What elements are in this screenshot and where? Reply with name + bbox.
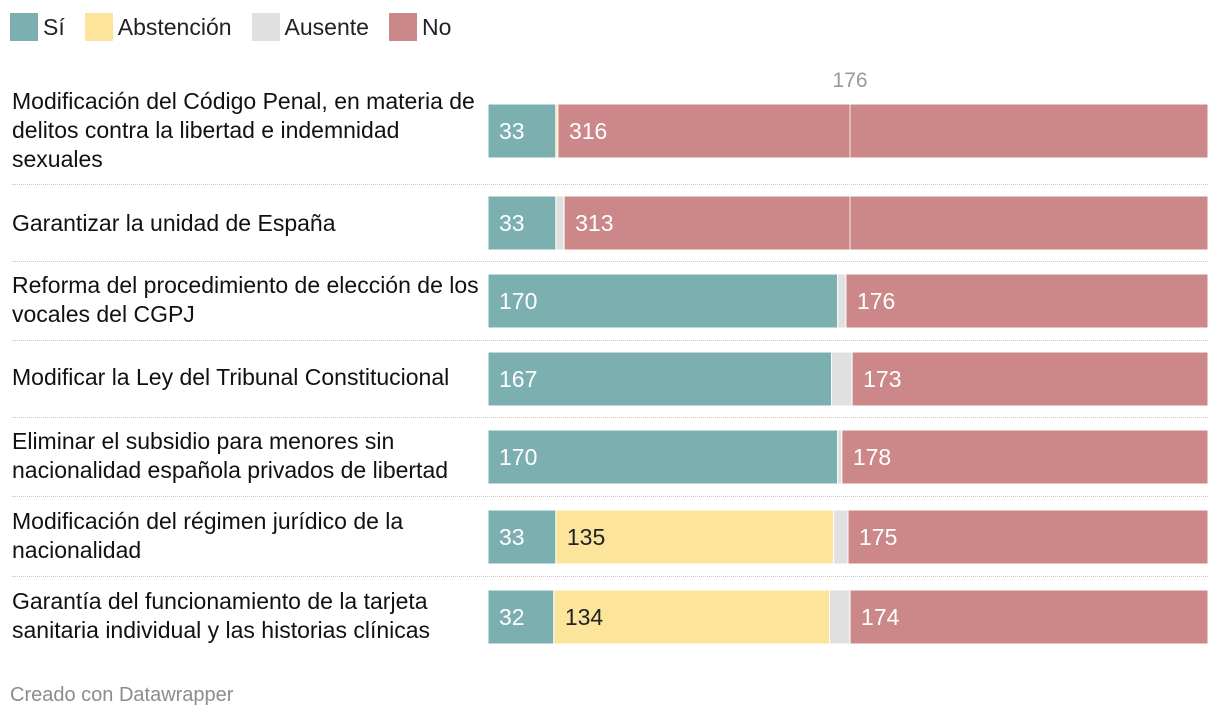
value-label-no-row-4: 173 xyxy=(863,366,901,392)
value-label-no-row-3: 176 xyxy=(857,288,895,314)
bar-no-row-6 xyxy=(848,510,1208,564)
value-label-si-row-5: 170 xyxy=(499,444,537,470)
value-label-abstencion-row-7: 134 xyxy=(565,604,604,630)
value-label-no-row-6: 175 xyxy=(859,524,897,550)
value-label-no-row-2: 313 xyxy=(575,210,613,236)
bar-ausente-row-5 xyxy=(838,430,842,484)
value-label-si-row-2: 33 xyxy=(499,210,525,236)
value-label-si-row-7: 32 xyxy=(499,604,525,630)
value-label-abstencion-row-6: 135 xyxy=(567,524,605,550)
bar-ausente-row-2 xyxy=(556,196,564,250)
bar-no-row-1 xyxy=(558,104,1208,158)
footer-credit: Creado con Datawrapper xyxy=(10,684,233,707)
value-label-si-row-4: 167 xyxy=(499,366,537,392)
bar-ausente-row-7 xyxy=(829,590,850,644)
bar-ausente-row-4 xyxy=(832,352,853,406)
bar-ausente-row-6 xyxy=(834,510,848,564)
bar-no-row-7 xyxy=(850,590,1208,644)
bar-si-row-4 xyxy=(488,352,832,406)
bar-no-row-3 xyxy=(846,274,1208,328)
bar-no-row-5 xyxy=(842,430,1208,484)
value-label-si-row-6: 33 xyxy=(499,524,525,550)
value-label-no-row-1: 316 xyxy=(569,118,607,144)
value-label-si-row-1: 33 xyxy=(499,118,525,144)
bar-si-row-3 xyxy=(488,274,838,328)
stacked-bar-chart: 33 316 33 313 170 176 167 173 170 178 33 135 175 32 13… xyxy=(0,0,1220,722)
bar-ausente-row-3 xyxy=(838,274,846,328)
value-label-no-row-5: 178 xyxy=(853,444,891,470)
value-label-si-row-3: 170 xyxy=(499,288,537,314)
reference-line-label: 176 xyxy=(833,69,868,92)
value-label-no-row-7: 174 xyxy=(861,604,900,630)
bar-si-row-5 xyxy=(488,430,838,484)
bar-no-row-4 xyxy=(852,352,1208,406)
bar-no-row-2 xyxy=(564,196,1208,250)
